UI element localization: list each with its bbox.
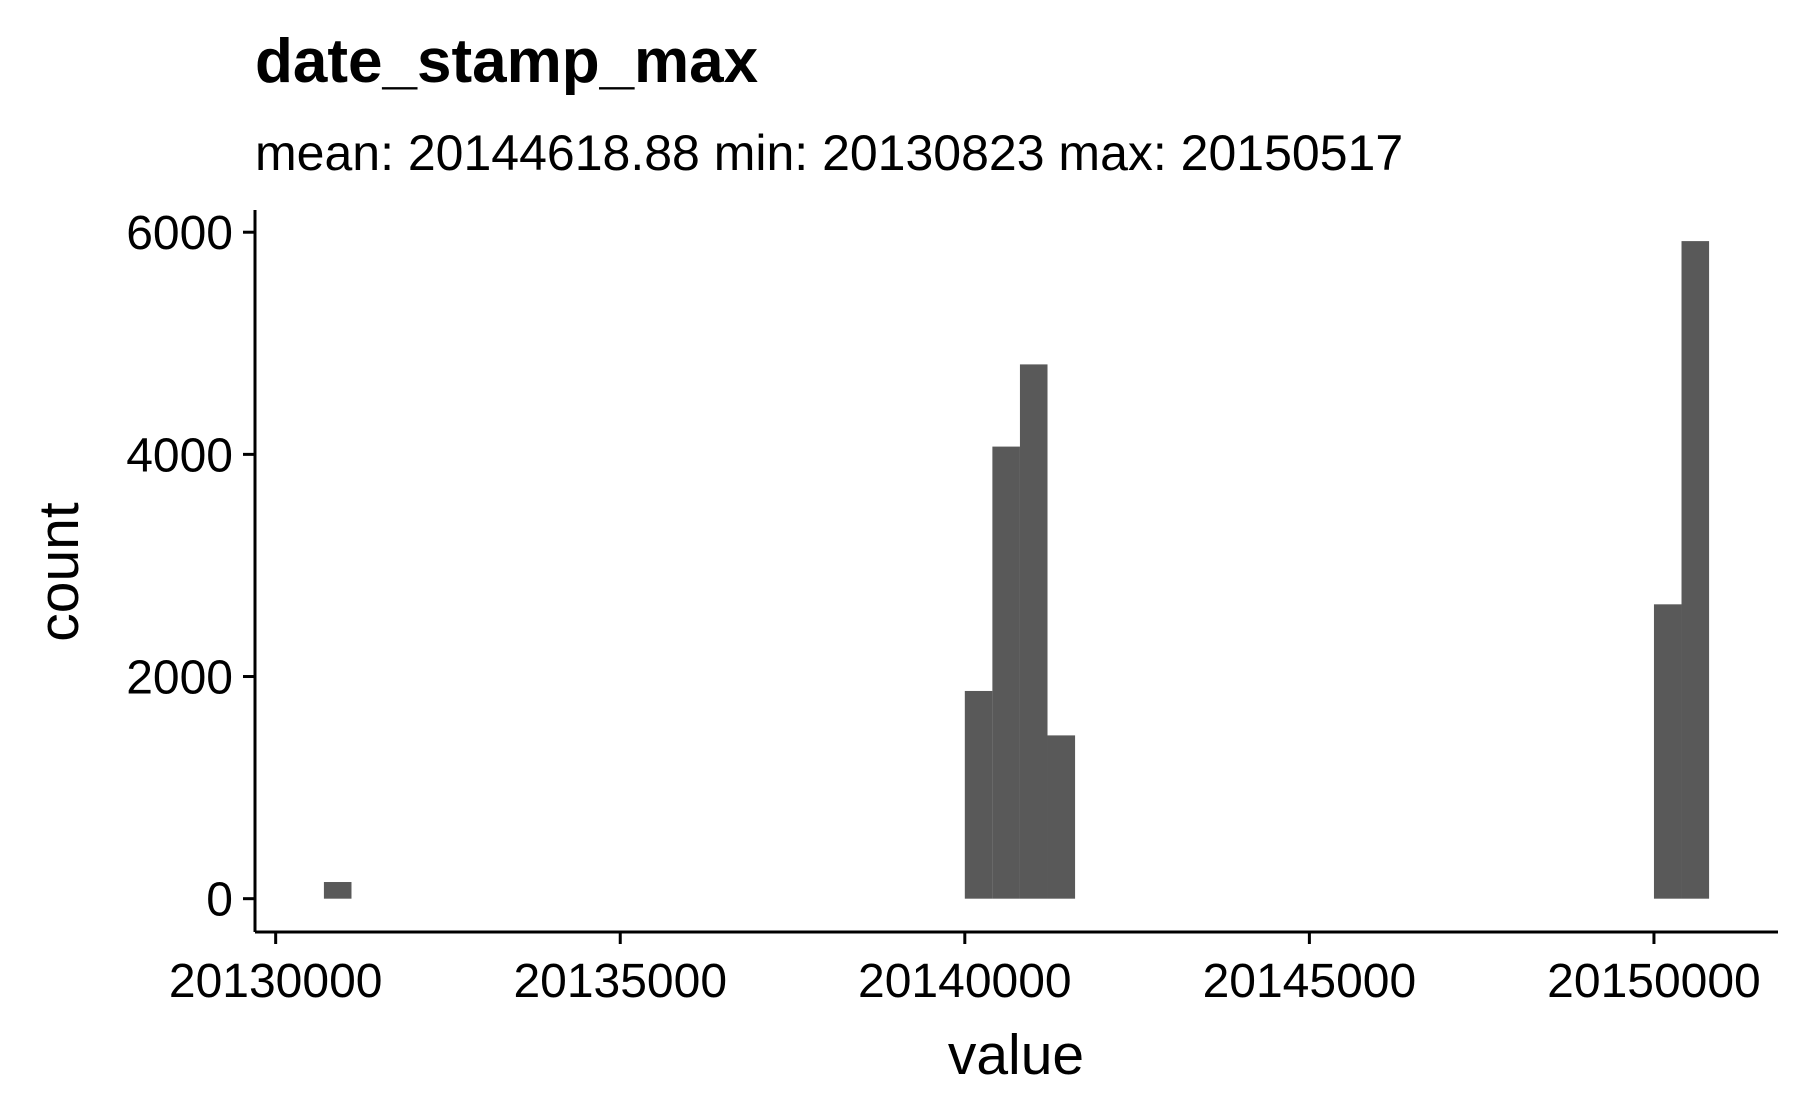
y-tick-label-0: 0: [206, 874, 233, 927]
y-axis-ticks: 0 2000 4000 6000: [126, 207, 255, 927]
x-axis-ticks: 20130000 20135000 20140000 20145000 20150000: [169, 932, 1761, 1008]
x-axis-title: value: [948, 1023, 1084, 1087]
chart-subtitle: mean: 20144618.88 min: 20130823 max: 201…: [255, 125, 1403, 181]
histogram-bar-5: [1653, 604, 1682, 899]
histogram-bar-0: [323, 882, 352, 899]
y-tick-label-3: 6000: [126, 207, 233, 260]
x-tick-label-1: 20135000: [513, 955, 727, 1008]
y-tick-label-2: 4000: [126, 429, 233, 482]
x-tick-label-0: 20130000: [169, 955, 383, 1008]
histogram-bar-4: [1047, 735, 1076, 899]
y-axis-title: count: [27, 502, 91, 642]
histogram-bar-6: [1681, 241, 1710, 899]
y-tick-label-1: 2000: [126, 652, 233, 705]
histogram-bar-1: [964, 690, 993, 899]
x-tick-label-4: 20150000: [1547, 955, 1761, 1008]
bars-layer: [323, 241, 1710, 899]
x-tick-label-2: 20140000: [858, 955, 1072, 1008]
histogram-bar-3: [1019, 364, 1048, 899]
chart-title: date_stamp_max: [255, 27, 759, 96]
histogram-bar-2: [992, 446, 1020, 899]
x-tick-label-3: 20145000: [1203, 955, 1417, 1008]
